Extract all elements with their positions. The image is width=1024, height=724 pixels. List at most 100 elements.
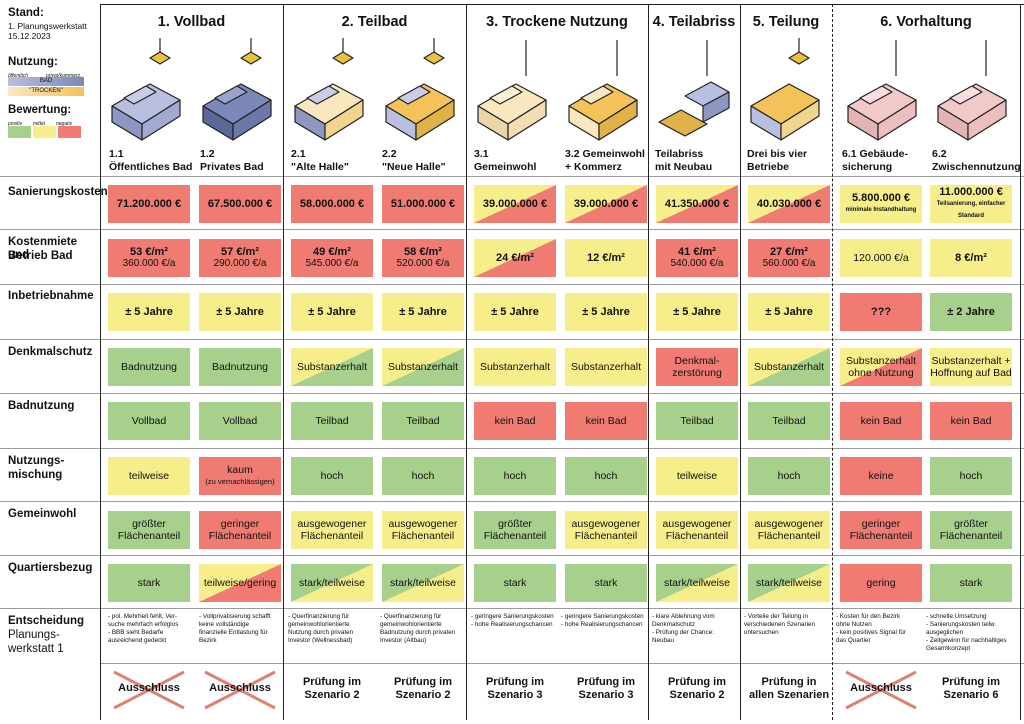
cost-cell: 11.000.000 € Teilsanierung, einfacher Sta… [930, 185, 1012, 223]
start-cell: ± 5 Jahre [656, 293, 738, 331]
variant-name: Öffentliches Bad [109, 161, 193, 173]
row-label-werkstatt: werkstatt 1 [8, 643, 64, 655]
mix-value: hoch [777, 470, 801, 482]
rent-cell: 53 €/m² 360.000 €/a [108, 239, 190, 277]
group-divider-dashed [832, 4, 834, 720]
start-value: ± 5 Jahre [765, 306, 813, 318]
mix-value: teilweise [128, 470, 170, 482]
denkmal-value: Badnutzung [120, 361, 178, 373]
notes-c6: - geringere Sanierungskosten - hohe Reali… [561, 613, 644, 629]
wohl-cell: größter Flächenanteil [930, 511, 1012, 549]
rent-annual: 540.000 €/a [670, 258, 724, 269]
rent-cell: 12 €/m² [565, 239, 647, 277]
decision-c2: Ausschluss [209, 682, 271, 694]
row-label-gemeinwohl: Gemeinwohl [8, 508, 77, 520]
start-value: ± 2 Jahre [947, 306, 995, 318]
rent-value: 120.000 €/a [853, 252, 909, 264]
decision-line: Szenario 6 [943, 689, 999, 701]
row-label-badnutzung: Badnutzung [8, 400, 75, 412]
group-title-vollbad: 1. Vollbad [157, 14, 226, 30]
group-divider [740, 4, 741, 720]
mix-cell: hoch [474, 457, 556, 495]
quart-value: stark [594, 577, 618, 589]
variant-name: 6.1 Gebäude- [842, 148, 908, 160]
wohl-cell: ausgewogener Flächenanteil [382, 511, 464, 549]
note-line: - Prüfung der Chance: [652, 629, 714, 636]
bewertung-neg-label: negativ [56, 121, 73, 127]
start-value: ± 5 Jahre [399, 306, 447, 318]
note-line: - Vollprivatisierung schafft [199, 613, 271, 620]
quart-value: stark [503, 577, 527, 589]
group-divider [100, 4, 101, 720]
bad-cell: Vollbad [199, 402, 281, 440]
wohl-value: Flächenanteil [574, 530, 638, 542]
decision-c7: Prüfung im Szenario 2 [656, 676, 738, 702]
group-title-teilung: 5. Teilung [752, 14, 820, 30]
start-cell: ± 5 Jahre [108, 293, 190, 331]
row-divider [0, 229, 1024, 230]
bad-value: kein Bad [585, 415, 627, 427]
row-label-entscheidung: Entscheidung [8, 615, 85, 627]
variant-number: 3.2 Gemeinwohl [565, 148, 645, 160]
cost-value: 67.500.000 € [207, 198, 273, 210]
notes-c5: - geringere Sanierungskosten - hohe Reali… [471, 613, 554, 629]
rent-value: 27 €/m² [770, 246, 808, 258]
variant-title-1-2: 1.2 Privates Bad [200, 148, 264, 174]
group-divider [1020, 4, 1021, 720]
building-axonometric-icon [750, 38, 820, 141]
note-line: - Vorteile der Teilung in [744, 613, 808, 620]
bad-cell: Teilbad [656, 402, 738, 440]
bad-cell: Teilbad [748, 402, 830, 440]
bad-cell: Vollbad [108, 402, 190, 440]
building-axonometric-icon [294, 38, 364, 141]
quart-cell: gering [840, 564, 922, 602]
decision-line: allen Szenarien [748, 689, 830, 701]
note-line: Denkmalschutz [652, 621, 696, 628]
cost-value: 41.350.000 € [664, 198, 730, 210]
start-value: ± 5 Jahre [125, 306, 173, 318]
quart-cell: stark/teilweise [291, 564, 373, 602]
bewertung-pos-swatch [8, 126, 31, 138]
cost-cell: 40.030.000 € [748, 185, 830, 223]
note-line: Badnutzung durch privaten [380, 629, 456, 636]
building-axonometric-icon [477, 40, 547, 141]
bad-cell: kein Bad [565, 402, 647, 440]
wohl-cell: ausgewogener Flächenanteil [291, 511, 373, 549]
wohl-cell: größter Flächenanteil [108, 511, 190, 549]
rent-cell: 24 €/m² [474, 239, 556, 277]
denkmal-value: zerstörung [672, 367, 722, 379]
nutzung-bad-text: BAD [39, 78, 53, 84]
notes-c4: - Querfinanzierung für gemeinwohlorienti… [380, 613, 455, 645]
wohl-value: ausgewogener [754, 518, 824, 530]
mix-value: hoch [411, 470, 435, 482]
note-line: - hohe Realisierungschancen [471, 621, 553, 628]
denkmal-cell: Substanzerhalt ohne Nutzung [840, 348, 922, 386]
denkmal-value: ohne Nutzung [848, 367, 914, 379]
notes-c7: - klare Ablehnung vom Denkmalschutz - Prü… [652, 613, 715, 645]
note-line: gemeinwohlorientierte [380, 621, 442, 628]
start-value: ± 5 Jahre [216, 306, 264, 318]
mix-value: hoch [959, 470, 983, 482]
bad-value: kein Bad [494, 415, 536, 427]
note-line: - klare Ablehnung vom [652, 613, 715, 620]
mix-cell: keine [840, 457, 922, 495]
variant-name: Zwischennutzung [932, 161, 1021, 173]
wohl-value: größter [498, 518, 532, 530]
rent-annual: 520.000 €/a [396, 258, 450, 269]
mix-value: teilweise [676, 470, 718, 482]
note-line: - Querfinanzierung für [380, 613, 442, 620]
mix-cell: kaum (zu vernachlässigen) [199, 457, 281, 495]
note-line: - schnelle Umsetzung [926, 613, 987, 620]
variant-title-2-2: 2.2 "Neue Halle" [382, 148, 446, 174]
mix-cell: hoch [930, 457, 1012, 495]
note-line: suche mehrfach erfolglos [108, 621, 179, 628]
decision-c6: Prüfung im Szenario 3 [565, 676, 647, 702]
note-line: - geringere Sanierungskosten [561, 613, 644, 620]
cost-value: 40.030.000 € [756, 198, 822, 210]
row-label-denkmalschutz: Denkmalschutz [8, 346, 93, 358]
denkmal-cell: Badnutzung [108, 348, 190, 386]
note-line: ausgeglichen [926, 629, 964, 636]
wohl-value: ausgewogener [571, 518, 641, 530]
cost-cell: 5.800.000 € minimale Instandhaltung [840, 185, 922, 223]
nutzung-trocken-legend: "TROCKEN" [8, 87, 84, 96]
